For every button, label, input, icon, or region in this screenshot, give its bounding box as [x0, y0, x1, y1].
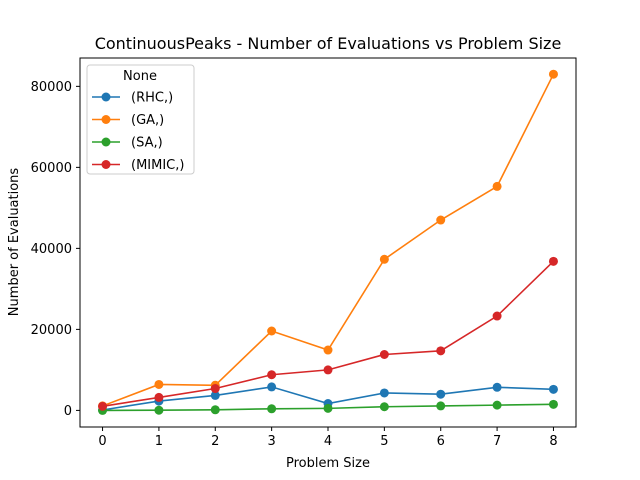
data-point-mimic — [436, 346, 446, 356]
legend: None (RHC,) (GA,) (SA,) (MIMIC,) — [86, 64, 195, 175]
y-axis: 0 20000 40000 60000 80000 — [31, 80, 80, 419]
data-point-sa — [267, 404, 277, 414]
y-tick-label: 40000 — [31, 242, 72, 257]
x-tick-label: 3 — [267, 434, 275, 449]
legend-entry-mimic: (MIMIC,) — [92, 158, 184, 173]
data-point-mimic — [379, 349, 389, 359]
legend-label: (RHC,) — [131, 91, 173, 106]
data-point-ga — [436, 215, 446, 225]
y-axis-label: Number of Evaluations — [7, 168, 22, 317]
data-point-mimic — [210, 384, 220, 394]
legend-entry-sa: (SA,) — [92, 136, 163, 151]
legend-marker — [101, 137, 111, 147]
data-point-ga — [267, 326, 277, 336]
series-mimic — [98, 256, 558, 411]
data-point-mimic — [323, 365, 333, 375]
legend-marker — [101, 115, 111, 124]
data-point-ga — [492, 181, 502, 191]
legend-marker — [101, 160, 111, 169]
data-point-rhc — [379, 388, 389, 398]
data-point-rhc — [210, 390, 220, 400]
legend-entry-ga: (GA,) — [92, 113, 164, 128]
data-point-sa — [379, 402, 389, 412]
data-point-rhc — [548, 384, 558, 394]
chart-title: ContinuousPeaks - Number of Evaluations … — [95, 34, 562, 53]
data-point-sa — [492, 400, 502, 410]
series-sa — [98, 399, 558, 415]
data-point-mimic — [267, 370, 277, 380]
y-tick-label: 80000 — [31, 80, 72, 95]
data-point-sa — [436, 401, 446, 411]
data-point-mimic — [548, 256, 558, 266]
data-point-ga — [323, 345, 333, 355]
legend-label: (MIMIC,) — [131, 158, 184, 173]
x-axis-label: Problem Size — [286, 456, 370, 471]
x-tick-label: 4 — [324, 434, 332, 449]
data-point-ga — [154, 379, 164, 389]
y-tick-label: 60000 — [31, 161, 72, 176]
x-axis: 0 1 2 3 4 5 6 7 8 — [98, 427, 558, 449]
y-tick-label: 20000 — [31, 323, 72, 338]
data-point-rhc — [492, 382, 502, 392]
x-tick-label: 7 — [493, 434, 501, 449]
x-tick-label: 1 — [155, 434, 163, 449]
data-point-sa — [323, 403, 333, 413]
legend-box — [86, 64, 195, 175]
legend-entry-rhc: (RHC,) — [92, 91, 173, 106]
legend-title: None — [123, 69, 157, 84]
x-tick-label: 5 — [380, 434, 388, 449]
legend-marker — [101, 92, 111, 102]
y-tick-label: 0 — [64, 404, 72, 419]
data-point-sa — [154, 405, 164, 415]
x-tick-label: 6 — [437, 434, 445, 449]
x-tick-label: 2 — [211, 434, 219, 449]
x-tick-label: 8 — [549, 434, 557, 449]
data-point-sa — [210, 405, 220, 415]
data-point-rhc — [436, 389, 446, 399]
legend-label: (SA,) — [131, 136, 163, 151]
series-layer — [98, 69, 558, 415]
x-tick-label: 0 — [98, 434, 106, 449]
data-point-rhc — [267, 382, 277, 392]
data-point-mimic — [154, 392, 164, 402]
data-point-ga — [379, 254, 389, 264]
legend-entries: (RHC,) (GA,) (SA,) (MIMIC,) — [92, 91, 184, 173]
data-point-sa — [548, 399, 558, 409]
legend-label: (GA,) — [131, 113, 164, 128]
data-point-ga — [548, 69, 558, 79]
data-point-mimic — [98, 401, 108, 411]
data-point-mimic — [492, 311, 502, 321]
